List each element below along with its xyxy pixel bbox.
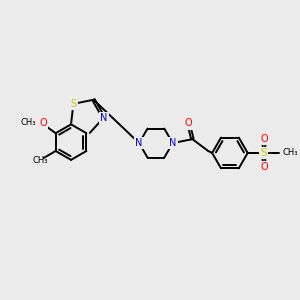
Text: N: N [169,138,176,148]
Text: S: S [70,99,76,109]
Text: S: S [260,148,267,158]
Text: CH₃: CH₃ [282,148,298,158]
Text: O: O [261,162,268,172]
Text: CH₃: CH₃ [20,118,36,127]
Text: O: O [39,118,46,128]
Text: O: O [185,118,192,128]
Text: N: N [100,113,107,123]
Text: N: N [135,138,143,148]
Text: O: O [261,134,268,144]
Text: CH₃: CH₃ [32,156,48,165]
